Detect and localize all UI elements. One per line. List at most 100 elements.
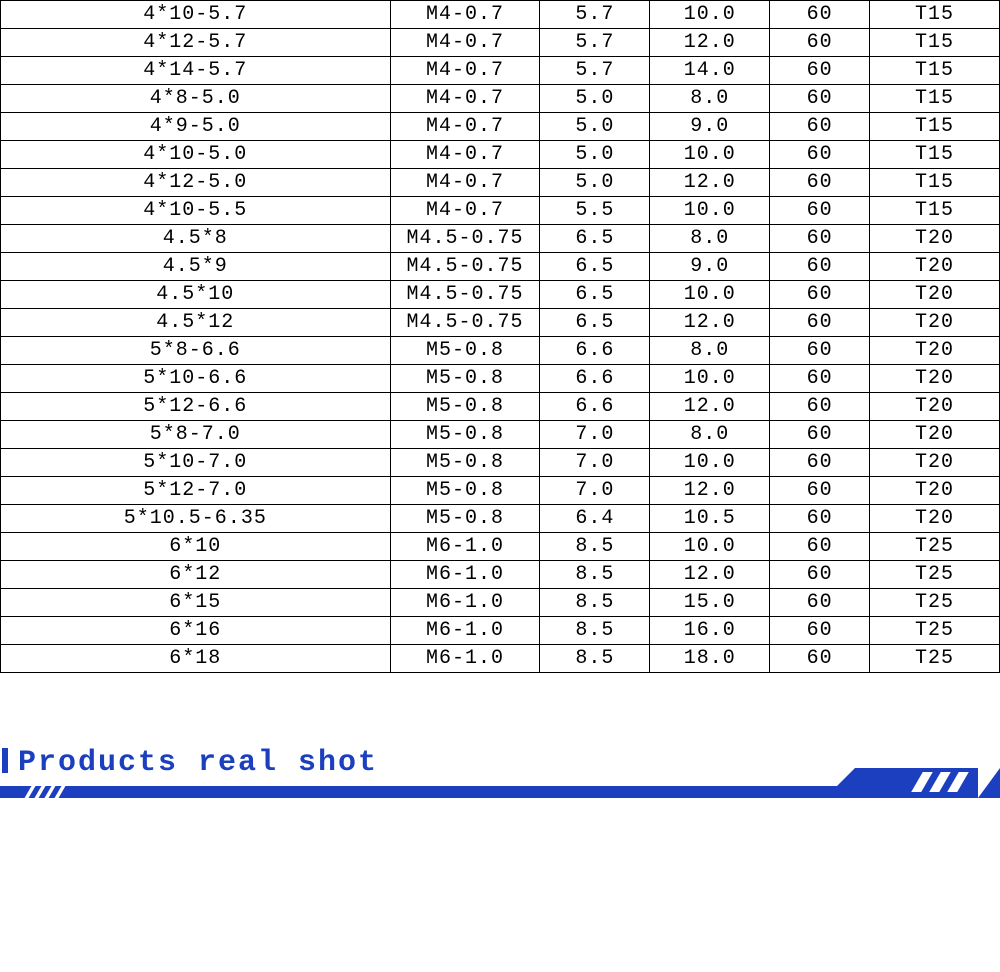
table-row: 4*12-5.0M4-0.75.012.060T15 [1, 169, 1000, 197]
table-cell: 5*8-6.6 [1, 337, 391, 365]
table-cell: T25 [870, 617, 1000, 645]
section-title: Products real shot [18, 746, 378, 780]
table-cell: 12.0 [650, 29, 770, 57]
table-cell: 8.0 [650, 225, 770, 253]
table-cell: T25 [870, 589, 1000, 617]
table-cell: 6.6 [540, 365, 650, 393]
table-cell: 7.0 [540, 449, 650, 477]
table-cell: T25 [870, 645, 1000, 673]
table-cell: 6*10 [1, 533, 391, 561]
table-cell: 60 [770, 141, 870, 169]
table-cell: 4*9-5.0 [1, 113, 391, 141]
section-bar [0, 786, 1000, 798]
table-row: 4*12-5.7M4-0.75.712.060T15 [1, 29, 1000, 57]
table-cell: 14.0 [650, 57, 770, 85]
table-cell: 5.0 [540, 113, 650, 141]
table-cell: M4-0.7 [390, 113, 540, 141]
table-cell: 4*12-5.7 [1, 29, 391, 57]
table-row: 6*10M6-1.08.510.060T25 [1, 533, 1000, 561]
table-cell: M4-0.7 [390, 85, 540, 113]
table-cell: M6-1.0 [390, 561, 540, 589]
table-cell: 18.0 [650, 645, 770, 673]
table-cell: T15 [870, 113, 1000, 141]
table-cell: 5*8-7.0 [1, 421, 391, 449]
table-cell: T20 [870, 281, 1000, 309]
table-cell: T20 [870, 505, 1000, 533]
table-cell: 4.5*8 [1, 225, 391, 253]
table-cell: 8.5 [540, 589, 650, 617]
table-cell: T20 [870, 449, 1000, 477]
table-cell: 6.5 [540, 281, 650, 309]
table-cell: M6-1.0 [390, 533, 540, 561]
table-cell: 5.7 [540, 29, 650, 57]
table-cell: 8.5 [540, 561, 650, 589]
table-cell: M4-0.7 [390, 29, 540, 57]
table-cell: T20 [870, 477, 1000, 505]
table-cell: M5-0.8 [390, 365, 540, 393]
table-cell: 60 [770, 169, 870, 197]
table-cell: T15 [870, 29, 1000, 57]
table-cell: 16.0 [650, 617, 770, 645]
table-row: 4.5*8M4.5-0.756.58.060T20 [1, 225, 1000, 253]
table-cell: 4.5*12 [1, 309, 391, 337]
table-row: 4*10-5.5M4-0.75.510.060T15 [1, 197, 1000, 225]
table-cell: M4-0.7 [390, 1, 540, 29]
table-cell: 60 [770, 393, 870, 421]
table-cell: M5-0.8 [390, 477, 540, 505]
table-row: 6*15M6-1.08.515.060T25 [1, 589, 1000, 617]
table-cell: T20 [870, 309, 1000, 337]
table-cell: 4.5*10 [1, 281, 391, 309]
table-cell: 6.4 [540, 505, 650, 533]
table-row: 5*10-6.6M5-0.86.610.060T20 [1, 365, 1000, 393]
slant-slashes-icon [917, 772, 963, 792]
table-row: 4*8-5.0M4-0.75.08.060T15 [1, 85, 1000, 113]
table-cell: 5*12-7.0 [1, 477, 391, 505]
table-cell: 8.0 [650, 421, 770, 449]
content-area-placeholder [0, 798, 1000, 948]
table-cell: 60 [770, 645, 870, 673]
table-cell: 60 [770, 281, 870, 309]
table-cell: 12.0 [650, 561, 770, 589]
table-row: 5*12-6.6M5-0.86.612.060T20 [1, 393, 1000, 421]
table-cell: 5.7 [540, 1, 650, 29]
table-cell: 10.0 [650, 197, 770, 225]
table-row: 4*9-5.0M4-0.75.09.060T15 [1, 113, 1000, 141]
table-cell: M5-0.8 [390, 449, 540, 477]
table-cell: M6-1.0 [390, 589, 540, 617]
table-row: 4*14-5.7M4-0.75.714.060T15 [1, 57, 1000, 85]
table-cell: T25 [870, 561, 1000, 589]
table-cell: 10.0 [650, 141, 770, 169]
table-cell: 60 [770, 533, 870, 561]
table-row: 5*12-7.0M5-0.87.012.060T20 [1, 477, 1000, 505]
table-cell: 60 [770, 617, 870, 645]
table-cell: 60 [770, 85, 870, 113]
table-cell: 5.0 [540, 169, 650, 197]
table-cell: 8.5 [540, 645, 650, 673]
table-cell: 60 [770, 1, 870, 29]
table-cell: 4.5*9 [1, 253, 391, 281]
table-cell: M4-0.7 [390, 141, 540, 169]
table-cell: 10.0 [650, 365, 770, 393]
table-cell: 8.5 [540, 533, 650, 561]
table-cell: 60 [770, 57, 870, 85]
table-cell: 12.0 [650, 393, 770, 421]
table-cell: M4.5-0.75 [390, 309, 540, 337]
spec-table-body: 4*10-5.7M4-0.75.710.060T154*12-5.7M4-0.7… [1, 1, 1000, 673]
table-cell: M5-0.8 [390, 337, 540, 365]
table-cell: 60 [770, 113, 870, 141]
table-cell: 7.0 [540, 421, 650, 449]
table-cell: T15 [870, 57, 1000, 85]
table-cell: 5.0 [540, 141, 650, 169]
table-row: 5*8-6.6M5-0.86.68.060T20 [1, 337, 1000, 365]
table-cell: 5.0 [540, 85, 650, 113]
section-hash-left-icon [28, 785, 62, 799]
table-row: 4*10-5.7M4-0.75.710.060T15 [1, 1, 1000, 29]
table-cell: 60 [770, 477, 870, 505]
table-cell: M4-0.7 [390, 197, 540, 225]
table-cell: 60 [770, 561, 870, 589]
table-cell: 12.0 [650, 169, 770, 197]
table-cell: 60 [770, 449, 870, 477]
table-cell: 6.5 [540, 309, 650, 337]
table-cell: 60 [770, 225, 870, 253]
table-cell: M5-0.8 [390, 505, 540, 533]
